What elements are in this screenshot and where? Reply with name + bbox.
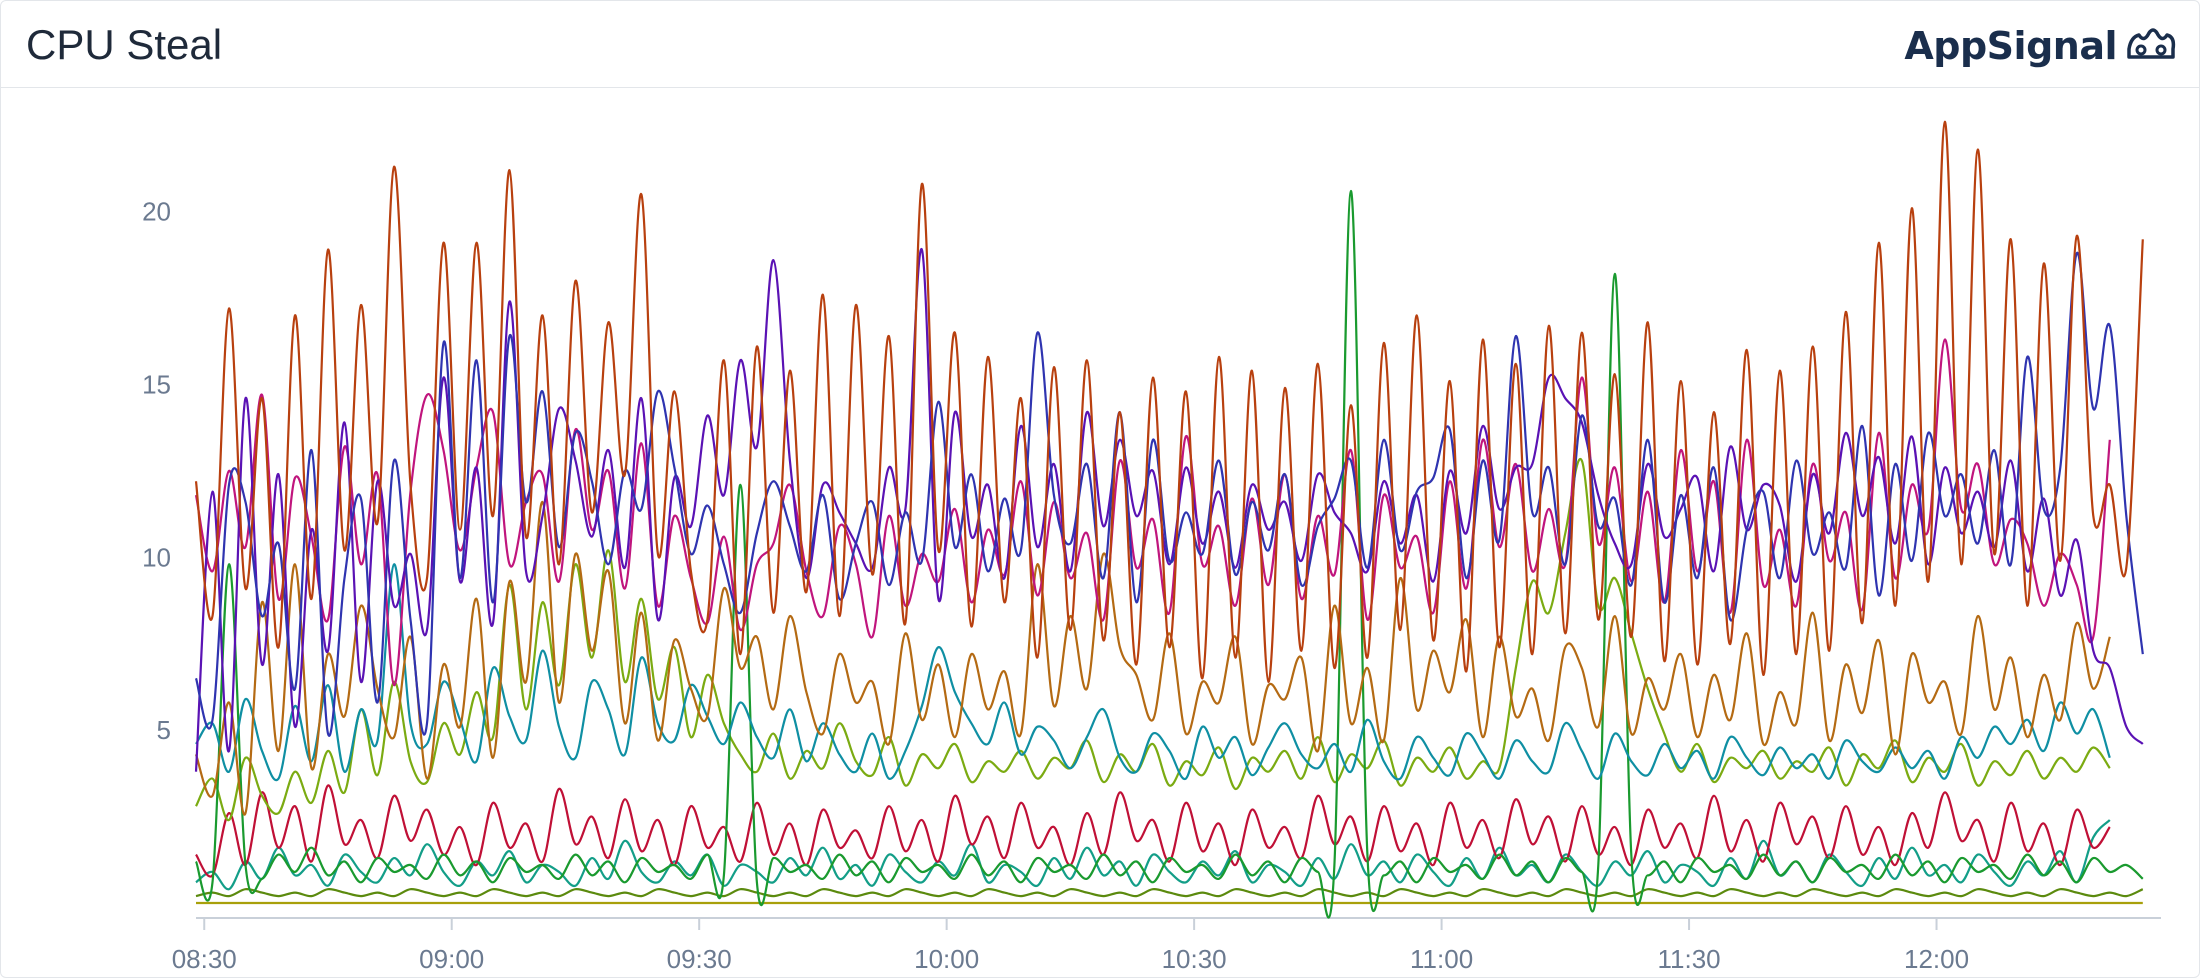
x-tick-label: 12:00: [1904, 944, 1969, 974]
series-line-10[interactable]: [195, 888, 2144, 898]
series-line-1[interactable]: [194, 120, 2144, 683]
y-tick-label: 15: [142, 370, 171, 400]
series-line-12[interactable]: [195, 819, 2111, 891]
x-tick-label: 09:00: [419, 944, 484, 974]
x-axis: 08:30 09:00 09:30 10:00 10:30 11:00 11:30 12:00: [172, 917, 2161, 974]
y-tick-label: 10: [142, 542, 171, 572]
x-tick-label: 11:00: [1410, 944, 1473, 974]
y-tick-label: 20: [142, 197, 171, 227]
panel-header: CPU Steal AppSignal: [1, 1, 2199, 88]
series-line-7[interactable]: [194, 189, 2144, 919]
brand-logo[interactable]: AppSignal: [1904, 23, 2177, 68]
appsignal-logo-icon: [2125, 23, 2177, 68]
plot-area: [194, 120, 2144, 919]
brand-name: AppSignal: [1904, 23, 2117, 68]
x-tick-label: 11:30: [1657, 944, 1720, 974]
x-tick-label: 10:00: [914, 944, 979, 974]
x-tick-label: 10:30: [1162, 944, 1227, 974]
series-line-9[interactable]: [195, 784, 2111, 878]
series-line-2[interactable]: [194, 252, 2144, 737]
series-line-3[interactable]: [194, 248, 2144, 772]
line-chart: 5 10 15 20 08:30 09:00 09:30 10:00 10:30 11:00 11…: [142, 120, 2161, 974]
y-axis: 5 10 15 20: [142, 197, 171, 745]
x-tick-label: 09:30: [667, 944, 732, 974]
page-title: CPU Steal: [26, 21, 223, 68]
x-tick-label: 08:30: [172, 944, 237, 974]
y-tick-label: 5: [157, 715, 171, 745]
series-line-5[interactable]: [194, 500, 2111, 816]
